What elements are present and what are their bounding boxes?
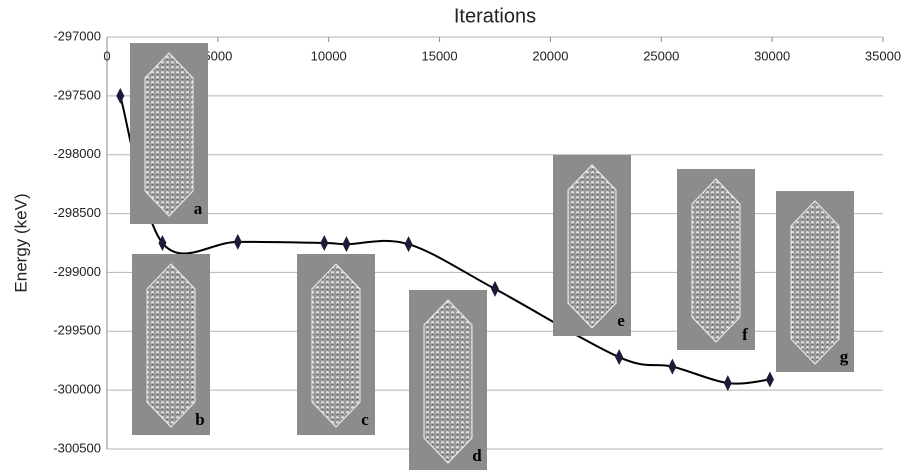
x-tick-label: 10000 xyxy=(311,48,347,63)
marker xyxy=(234,234,242,250)
crystal xyxy=(147,264,195,427)
marker xyxy=(320,235,328,251)
inset-label: e xyxy=(617,311,625,330)
inset-image: a xyxy=(130,43,208,224)
x-tick-label: 30000 xyxy=(754,48,790,63)
insets: a b c d e f g xyxy=(130,43,854,470)
inset-label: d xyxy=(472,446,482,465)
marker xyxy=(724,375,732,391)
y-tick-label: -300500 xyxy=(53,440,101,455)
x-tick-label: 20000 xyxy=(532,48,568,63)
inset-label: f xyxy=(742,325,748,344)
y-tick-label: -299000 xyxy=(53,264,101,279)
crystal xyxy=(312,264,360,427)
y-tick-label: -297500 xyxy=(53,87,101,102)
marker xyxy=(405,236,413,252)
inset-image: c xyxy=(297,254,375,435)
crystal xyxy=(692,179,740,342)
crystal xyxy=(145,53,193,216)
crystal xyxy=(791,201,839,364)
y-tick-label: -300000 xyxy=(53,382,101,397)
inset-label: b xyxy=(195,410,204,429)
marker xyxy=(491,281,499,297)
crystal xyxy=(568,165,616,328)
inset-image: f xyxy=(677,169,755,350)
y-tick-label: -298500 xyxy=(53,205,101,220)
x-tick-label: 25000 xyxy=(643,48,679,63)
inset-image: b xyxy=(132,254,210,435)
marker xyxy=(116,88,124,104)
chart-title: Iterations xyxy=(454,5,536,27)
y-tick-label: -299500 xyxy=(53,323,101,338)
x-tick-label: 35000 xyxy=(865,48,901,63)
inset-image: e xyxy=(553,155,631,336)
x-tick-label: 15000 xyxy=(421,48,457,63)
marker xyxy=(668,359,676,375)
inset-label: g xyxy=(840,347,849,366)
crystal xyxy=(424,300,472,463)
y-tick-label: -297000 xyxy=(53,28,101,43)
y-axis-label: Energy (keV) xyxy=(11,193,30,292)
marker xyxy=(342,236,350,252)
chart: Iterations Energy (keV) -297000 -297500 -2… xyxy=(0,0,910,470)
marker xyxy=(766,372,774,388)
inset-image: d xyxy=(409,290,487,470)
y-tick-label: -298000 xyxy=(53,146,101,161)
inset-label: a xyxy=(194,199,203,218)
x-tick-label: 0 xyxy=(103,48,110,63)
marker xyxy=(615,349,623,365)
inset-image: g xyxy=(776,191,854,372)
inset-label: c xyxy=(361,410,369,429)
